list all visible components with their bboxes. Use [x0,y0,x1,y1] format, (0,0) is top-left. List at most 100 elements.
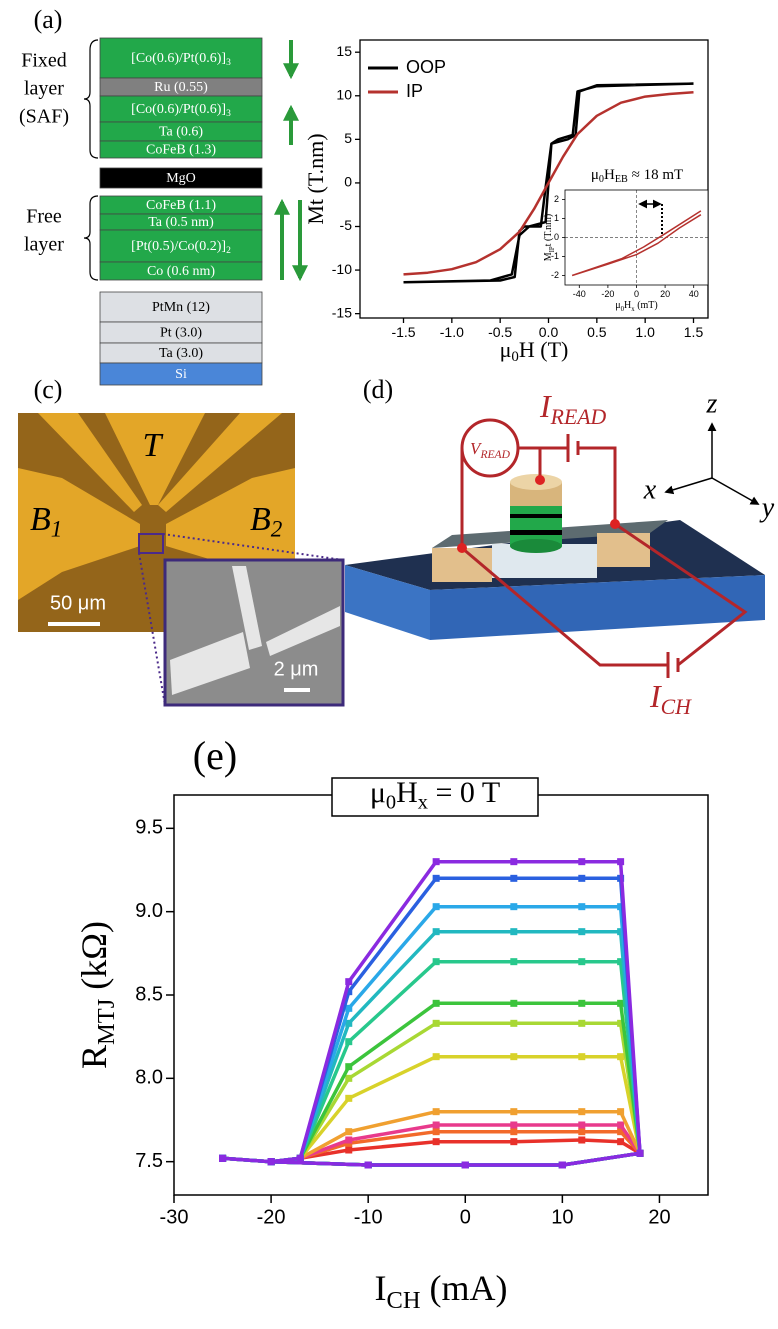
layer [99,261,263,281]
y-axis-label: Mt (T.nm) [303,133,328,224]
layer [99,140,263,159]
layer-label: Ta (3.0) [159,346,203,361]
y-tick-label: -15 [332,304,352,320]
pad-label-part: 1 [51,517,63,543]
data-point [510,1019,518,1027]
legend-label: OOP [406,57,446,77]
data-point [510,858,518,866]
chart-title-part: 0 [386,791,396,813]
coord-axes [664,422,760,505]
data-point [617,928,625,936]
x-axis-label-part: x [631,305,635,312]
inset-annotation-part: 0 [599,175,604,186]
axis-x [664,477,713,495]
inset-annotation-part: μ [591,167,599,183]
x-axis-label-part: μ [615,300,620,311]
data-point [510,903,518,911]
y-axis-label: MIPt (T.nm) [543,214,555,262]
circuit-label-part: I [649,678,662,714]
y-tick-label: 15 [336,43,352,59]
y-tick-label: 5 [344,130,352,146]
y-axis-label-part: MTJ [93,998,120,1045]
data-point [578,1108,586,1116]
pad [38,413,142,512]
data-point [617,858,625,866]
circuit-label: IREAD [539,388,607,429]
chart-title: μ0Hx = 0 T [370,776,500,813]
layer-label: [Pt(0.5)/Co(0.2)]2 [131,239,231,256]
pad-label: B1 [30,501,62,543]
y-tick-label: 8.5 [135,983,163,1005]
x-axis-label-part: μ [500,337,512,362]
data-point [510,999,518,1007]
layer-label: [Co(0.6)/Pt(0.6)]3 [131,51,231,68]
data-point [296,1154,304,1162]
inset-annotation-part: EB [615,175,628,186]
layer [99,37,263,79]
data-point [345,1146,353,1154]
zoom-box [138,533,164,554]
x-tick-label: -20 [601,289,614,299]
y-tick-label: 9.5 [135,817,163,839]
data-point [432,999,440,1007]
data-point [617,903,625,911]
data-point [432,1019,440,1027]
layer-label: Ru (0.55) [154,80,208,95]
axis-name: z [706,388,718,419]
x-axis-label-part: (mA) [421,1268,508,1308]
y-tick-label: 2 [554,194,559,204]
layer-label: Ta (0.6) [159,125,203,140]
x-tick-label: -1.5 [391,324,415,340]
data-point [432,1053,440,1061]
circuit-label: VREAD [470,439,511,461]
data-point [345,1004,353,1012]
brace [83,39,99,159]
stack-group-label: layer [24,78,64,100]
data-point [345,1063,353,1071]
x-axis-label-part: 0 [621,305,625,312]
inset-annotation: μ0HEB ≈ 18 mT [591,167,683,185]
y-axis-label-part: M [543,252,554,261]
scale-label: 50 μm [50,592,106,614]
data-point [510,958,518,966]
layer-label-part: [Pt(0.5)/Co(0.2)] [131,239,226,254]
pillar-base [510,539,562,553]
title-box [331,777,539,817]
panel-label: (e) [193,733,237,778]
inset-annotation-part: ≈ 18 mT [628,167,683,183]
y-tick-label: 0 [344,174,352,190]
circuit-label-part: READ [479,447,510,460]
layer-label-part: [Co(0.6)/Pt(0.6)] [131,51,226,66]
x-axis-label-part: H (T) [519,337,568,362]
pillar-band [510,530,562,535]
panel-label: (d) [363,375,393,404]
x-tick-label: 0.0 [539,324,559,340]
data-point [432,1121,440,1129]
brace [83,195,99,281]
panel-label: (a) [34,5,63,34]
data-point [364,1161,372,1169]
x-axis-label: μ0Hx (mT) [615,300,657,312]
contact [535,475,545,485]
stack-group-label: (SAF) [19,106,69,128]
x-axis-label-part: 0 [511,350,518,366]
circuit-label-part: CH [661,695,693,719]
data-point [345,978,353,986]
stack-decor [83,39,99,281]
x-axis-label-part: H [624,300,631,311]
pad [597,533,650,567]
data-point [432,928,440,936]
circuit [460,418,748,678]
y-tick-label: 8.0 [135,1067,163,1089]
layer [99,95,263,123]
x-axis-label: ICH (mA) [375,1268,508,1313]
data-point [578,1019,586,1027]
pad-label: B2 [250,501,283,543]
layer-label: Si [175,367,187,382]
data-point [578,858,586,866]
x-tick-label: 0.5 [587,324,607,340]
chart-title-part: = 0 T [428,776,500,809]
pad-label-part: B [250,501,271,538]
circuit-label-part: V [470,439,483,458]
data-point [578,1136,586,1144]
